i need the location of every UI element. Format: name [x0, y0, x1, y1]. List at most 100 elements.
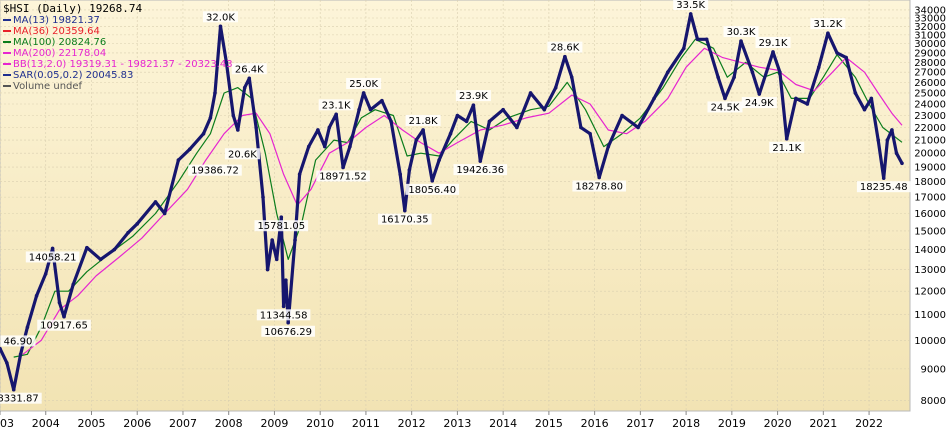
data-point	[869, 96, 874, 101]
data-point	[430, 179, 435, 183]
data-point	[25, 325, 30, 330]
annotation-label: 24.5K	[711, 102, 740, 113]
x-tick-label: 2009	[260, 417, 288, 430]
data-point	[62, 314, 66, 319]
annotation-label: 10676.29	[264, 327, 312, 338]
x-tick-label: 2020	[764, 417, 792, 430]
data-point	[208, 116, 213, 120]
data-point	[327, 125, 332, 130]
y-tick-label: 20000	[914, 149, 946, 160]
data-point	[242, 85, 247, 90]
y-tick-label: 13000	[914, 265, 946, 276]
annotation-label: 30.3K	[727, 27, 756, 38]
data-point	[18, 352, 23, 357]
data-point	[750, 70, 755, 74]
y-tick-label: 25000	[914, 88, 946, 99]
data-point	[569, 75, 574, 80]
data-point	[286, 320, 290, 325]
y-tick-label: 34000	[914, 5, 946, 16]
legend-swatch	[3, 74, 11, 76]
annotation-label: 10917.65	[40, 321, 88, 332]
data-point	[606, 144, 611, 149]
data-point	[334, 112, 338, 117]
annotation-label: 18971.52	[319, 171, 367, 182]
data-point	[805, 102, 810, 106]
data-point	[254, 125, 258, 130]
data-point	[515, 125, 519, 130]
data-point	[688, 12, 693, 16]
data-point	[732, 75, 736, 80]
legend-item: MA(13) 19821.37	[3, 15, 233, 26]
x-tick-label: 2014	[489, 417, 517, 430]
annotation-label: 25.0K	[349, 79, 378, 90]
y-tick-label: 33000	[914, 14, 946, 25]
x-tick-label: 2012	[398, 417, 426, 430]
legend-swatch	[3, 30, 11, 32]
data-point	[188, 147, 192, 152]
y-tick-label: 11000	[914, 310, 946, 321]
annotation-box	[0, 335, 36, 347]
data-point	[579, 125, 583, 130]
data-point	[881, 176, 886, 180]
data-point	[98, 257, 103, 262]
annotation-box	[256, 309, 311, 321]
legend-label: MA(36) 20359.64	[13, 26, 100, 37]
annotation-label: 24.9K	[745, 98, 774, 109]
data-point	[265, 267, 270, 272]
y-tick-label: 31000	[914, 30, 946, 41]
annotation-box	[455, 90, 491, 102]
data-point	[270, 238, 274, 242]
annotation-box	[254, 220, 309, 232]
data-point	[135, 222, 140, 226]
x-tick-label: 2015	[535, 417, 563, 430]
x-tick-label: 2022	[855, 417, 883, 430]
data-point	[43, 271, 48, 276]
data-point	[636, 125, 640, 130]
data-point	[368, 107, 373, 112]
data-point	[50, 246, 55, 251]
y-tick-label: 17000	[914, 193, 946, 204]
legend-item: SAR(0.05,0.2) 20045.83	[3, 70, 233, 81]
data-point	[739, 39, 743, 43]
data-point	[213, 91, 217, 95]
data-point	[723, 96, 727, 101]
data-point	[464, 119, 469, 124]
annotation-label: 31.2K	[813, 19, 842, 30]
annotation-label: 28.6K	[550, 43, 579, 54]
y-tick-label: 9000	[921, 364, 946, 375]
data-point	[11, 387, 16, 392]
data-point	[218, 24, 223, 29]
data-point	[771, 50, 775, 54]
y-tick-label: 26000	[914, 78, 946, 89]
data-point	[716, 75, 720, 80]
legend-item: BB(13,2.0) 19319.31 - 19821.37 - 20323.4…	[3, 59, 233, 70]
annotation-box	[856, 181, 911, 193]
data-point	[784, 136, 789, 141]
annotation-box	[572, 180, 626, 192]
annotation-box	[202, 11, 238, 23]
legend-label: MA(100) 20824.76	[13, 37, 107, 48]
annotation-label: 19426.36	[456, 165, 504, 176]
x-tick-label: 2004	[32, 417, 60, 430]
annotation-box	[346, 77, 382, 89]
annotation-box	[741, 97, 777, 109]
chart-title: $HSI (Daily) 19268.74	[3, 2, 143, 15]
annotation-box	[318, 99, 354, 111]
data-point	[542, 107, 547, 112]
data-point	[794, 96, 798, 101]
y-tick-label: 23000	[914, 111, 946, 122]
x-tick-label: 2013	[443, 417, 471, 430]
data-point	[900, 161, 904, 166]
data-point	[348, 144, 352, 149]
data-point	[279, 215, 284, 220]
annotation-box	[378, 213, 432, 225]
data-point	[885, 138, 890, 142]
data-point	[403, 208, 407, 213]
annotation-box	[261, 325, 315, 337]
data-point	[894, 151, 899, 156]
legend-swatch	[3, 52, 11, 54]
legend-label: MA(200) 22178.04	[13, 48, 107, 59]
annotation-label: 29.1K	[759, 38, 788, 49]
y-tick-label: 8000	[921, 396, 946, 407]
data-point	[316, 128, 320, 132]
